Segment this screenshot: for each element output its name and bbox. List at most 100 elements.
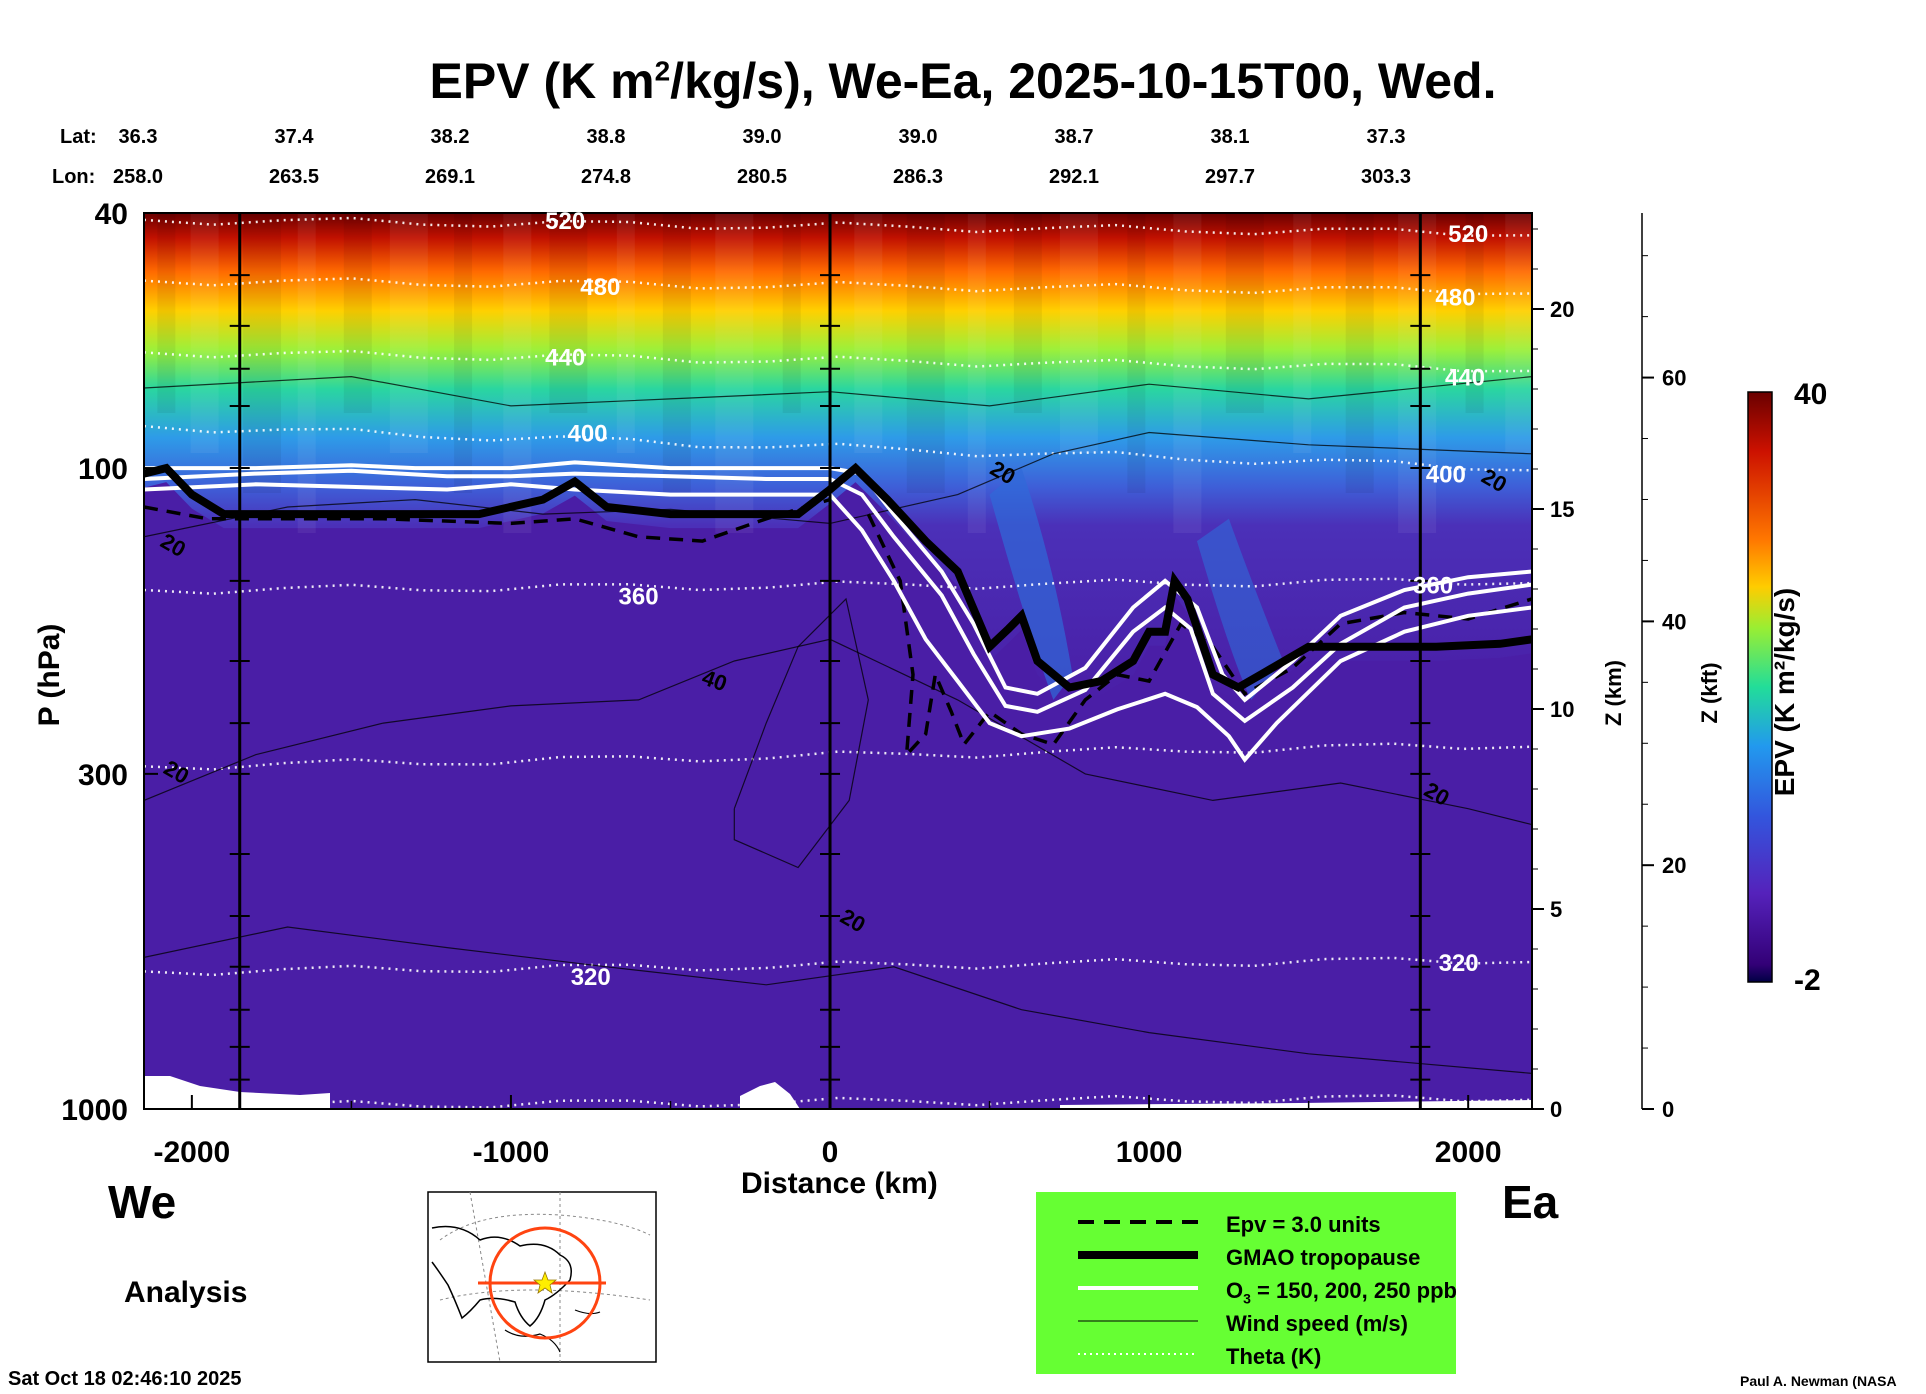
theta-contour <box>144 742 1532 771</box>
legend-sample-dotted <box>1078 1353 1198 1355</box>
epv-streak <box>297 213 316 533</box>
x-axis-label: Distance (km) <box>741 1167 938 1200</box>
z-axes: 0 5 10 15 20 0 20 40 60 <box>1532 213 1686 1122</box>
legend-sample-thick <box>1078 1251 1198 1259</box>
legend-item-epv3: Epv = 3.0 units <box>1036 1208 1456 1242</box>
epv-tongue <box>989 468 1073 700</box>
lat-value: 37.3 <box>1366 126 1406 148</box>
theta-labels: 520 480 440 400 360 320 520 480 440 400 360 320 <box>545 208 1488 991</box>
epv-streak <box>157 213 176 413</box>
x-tick-label: 2000 <box>1435 1136 1502 1169</box>
map-inset <box>427 1191 657 1363</box>
lon-value: 292.1 <box>1048 166 1100 188</box>
lon-value: 280.5 <box>736 166 788 188</box>
z-km-tick-label: 10 <box>1550 697 1574 722</box>
lat-value: 38.1 <box>1210 126 1250 148</box>
theta-contours <box>144 216 1532 1109</box>
terrain-mid <box>740 1082 800 1109</box>
p-ticks: 40 100 300 1000 <box>61 198 158 1127</box>
chart-title: EPV (K m2/kg/s), We-Ea, 2025-10-15T00, W… <box>429 53 1497 109</box>
ozone-contour <box>144 460 1532 703</box>
lat-value: 37.4 <box>274 126 314 148</box>
x-tick-label: -1000 <box>473 1136 550 1169</box>
epv-streak <box>1173 213 1202 533</box>
epv-streak <box>1345 213 1374 493</box>
theta-label: 440 <box>1445 365 1485 392</box>
epv-streak <box>1465 213 1484 413</box>
theta-label: 320 <box>571 964 611 991</box>
epv-streak <box>549 213 588 413</box>
epv-streak <box>1013 213 1042 413</box>
east-label: Ea <box>1502 1176 1559 1228</box>
legend-label-ozone: O3 = 150, 200, 250 ppb <box>1226 1278 1457 1307</box>
legend: Epv = 3.0 units GMAO tropopause O3 = 150… <box>1036 1192 1457 1374</box>
legend-item-wind: Wind speed (m/s) <box>1036 1307 1456 1341</box>
lon-label: Lon: <box>52 166 96 188</box>
lon-value: 286.3 <box>892 166 944 188</box>
lat-value: 39.0 <box>898 126 938 148</box>
z-kft-tick-label: 0 <box>1662 1097 1674 1122</box>
theta-contour <box>144 349 1532 373</box>
credit: Paul A. Newman (NASA <box>1740 1373 1897 1389</box>
ozone-contours <box>144 460 1532 763</box>
p-tick-label: 40 <box>95 198 128 231</box>
theta-label: 400 <box>1426 462 1466 489</box>
lat-value: 38.8 <box>586 126 626 148</box>
legend-label-theta: Theta (K) <box>1226 1344 1322 1369</box>
theta-label: 480 <box>580 274 620 301</box>
epv-streak <box>715 213 754 533</box>
west-label: We <box>108 1176 177 1228</box>
legend-sample-dashed <box>1078 1220 1198 1224</box>
legend-label-tropopause: GMAO tropopause <box>1226 1245 1421 1270</box>
z-kft-tick-label: 60 <box>1662 366 1686 391</box>
z-km-tick-label: 5 <box>1550 897 1562 922</box>
plot-frame <box>143 212 1533 1110</box>
epv-streak <box>1127 213 1146 493</box>
lon-value: 263.5 <box>268 166 320 188</box>
x-ticks: -2000 -1000 0 1000 2000 <box>153 1095 1502 1169</box>
z-kft-tick-label: 40 <box>1662 609 1686 634</box>
lon-value: 274.8 <box>580 166 632 188</box>
z-kft-label: Z (kft) <box>1697 662 1722 724</box>
lat-value: 38.7 <box>1054 126 1094 148</box>
theta-contour <box>144 956 1532 977</box>
lat-label: Lat: <box>60 126 97 148</box>
legend-item-theta: Theta (K) <box>1036 1340 1456 1374</box>
epv-streak <box>1505 213 1532 453</box>
colorbar-max-label: 40 <box>1794 378 1828 411</box>
epv-streak <box>343 213 372 413</box>
x-tick-label: 0 <box>822 1136 839 1169</box>
z-kft-tick-label: 20 <box>1662 853 1686 878</box>
section-markers <box>229 212 1431 1110</box>
epv-streak <box>503 213 532 533</box>
z-km-tick-label: 15 <box>1550 497 1574 522</box>
epv-tongue <box>1196 518 1284 700</box>
map-center-star <box>532 1270 558 1294</box>
theta-label: 360 <box>619 583 659 610</box>
z-km-tick-label: 0 <box>1550 1097 1562 1122</box>
lat-value: 38.2 <box>430 126 470 148</box>
legend-item-tropopause: GMAO tropopause <box>1036 1241 1456 1275</box>
theta-contour <box>144 216 1532 237</box>
y-axis-label: P (hPa) <box>33 623 66 727</box>
theta-label: 320 <box>1439 950 1479 977</box>
epv-streak <box>782 213 801 413</box>
wind-contour <box>733 597 869 869</box>
epv-streak <box>454 213 473 493</box>
p-tick-label: 100 <box>78 453 128 486</box>
x-tick-label: -2000 <box>153 1136 230 1169</box>
legend-sample-white <box>1078 1286 1198 1290</box>
lon-value: 258.0 <box>112 166 164 188</box>
terrain-left <box>144 1076 330 1109</box>
epv-streak <box>389 213 428 453</box>
lat-value: 39.0 <box>742 126 782 148</box>
analysis-label: Analysis <box>124 1276 248 1309</box>
epv-streak <box>616 213 635 453</box>
z-km-label: Z (km) <box>1601 660 1626 726</box>
z-km-tick-label: 20 <box>1550 297 1574 322</box>
theta-contour <box>144 1094 1532 1109</box>
legend-label-wind: Wind speed (m/s) <box>1226 1311 1408 1336</box>
theta-label: 520 <box>1448 221 1488 248</box>
p-tick-label: 1000 <box>61 1094 128 1127</box>
